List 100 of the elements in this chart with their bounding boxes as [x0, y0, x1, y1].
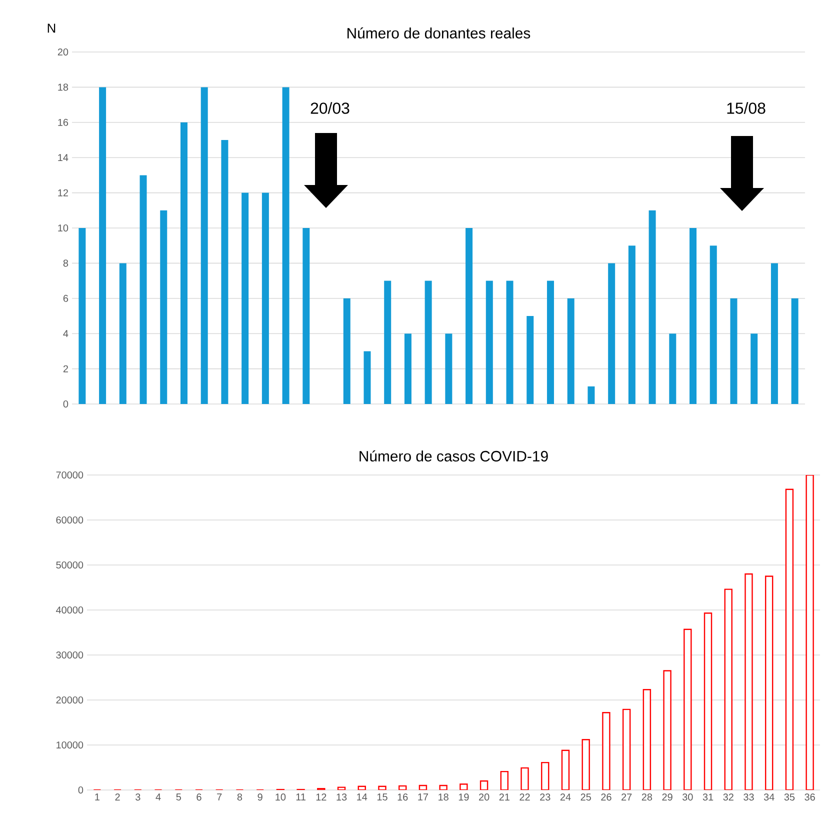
- bar: [690, 228, 697, 404]
- x-tick-label: 25: [580, 794, 591, 801]
- x-tick-label: 26: [601, 794, 612, 801]
- bar: [642, 689, 652, 790]
- y-tick-label: 2: [63, 365, 68, 372]
- bar: [765, 576, 774, 790]
- x-tick-label: 3: [136, 794, 140, 801]
- bar: [180, 122, 188, 404]
- bar: [404, 334, 412, 404]
- x-tick-label: 9: [258, 794, 262, 801]
- bar: [78, 228, 86, 404]
- bar: [608, 263, 616, 404]
- y-tick-label: 18: [58, 84, 68, 91]
- bar: [343, 298, 350, 404]
- bar: [567, 298, 574, 404]
- y-tick-label: 70000: [56, 471, 84, 479]
- bar: [791, 298, 798, 404]
- bar: [439, 784, 448, 790]
- x-tick-label: 2: [115, 794, 120, 800]
- bar: [500, 770, 509, 790]
- bar: [724, 588, 732, 790]
- bar: [200, 87, 208, 404]
- bar: [160, 210, 168, 404]
- bar: [710, 246, 717, 404]
- x-tick-label: 4: [156, 794, 161, 800]
- chart-title: Número de donantes reales: [348, 27, 530, 38]
- x-tick-label: 29: [662, 794, 672, 801]
- x-tick-label: 36: [804, 794, 815, 801]
- bar: [480, 780, 488, 790]
- bar: [358, 786, 366, 790]
- bar: [398, 785, 407, 790]
- x-tick-label: 31: [702, 794, 714, 801]
- bar: [486, 280, 493, 404]
- bar: [785, 488, 794, 790]
- bar: [424, 280, 432, 404]
- bar: [582, 739, 590, 790]
- annotation: 20/03: [310, 102, 350, 114]
- bar: [622, 708, 631, 790]
- x-tick-label: 35: [784, 794, 795, 801]
- bar: [119, 263, 126, 404]
- bar: [460, 784, 468, 790]
- y-tick-label: 0: [63, 400, 68, 408]
- x-tick-label: 27: [622, 794, 632, 800]
- x-tick-label: 5: [176, 794, 181, 800]
- y-tick-label: 16: [58, 118, 68, 126]
- x-tick-label: 6: [196, 794, 202, 801]
- x-tick-label: 1: [95, 794, 100, 800]
- bar: [506, 280, 514, 404]
- bar: [602, 712, 610, 790]
- x-tick-label: 8: [237, 794, 242, 801]
- y-tick-label: 40000: [56, 606, 84, 614]
- x-tick-label: 18: [438, 794, 448, 801]
- x-tick-label: 12: [316, 794, 326, 800]
- y-tick-label: 6: [63, 294, 68, 302]
- y-tick-label: 20000: [56, 696, 84, 704]
- x-tick-label: 10: [276, 794, 286, 801]
- bar: [546, 280, 554, 404]
- bar: [806, 475, 814, 790]
- bar: [526, 316, 534, 404]
- bar: [282, 87, 290, 404]
- bar: [669, 334, 676, 404]
- x-tick-label: 19: [458, 794, 469, 801]
- x-tick-label: 13: [336, 794, 347, 801]
- y-tick-label: 50000: [56, 561, 84, 569]
- y-tick-label: 12: [58, 189, 68, 196]
- bar: [541, 762, 550, 790]
- bar: [744, 573, 753, 790]
- y-tick-label: 10: [58, 224, 68, 232]
- bar: [561, 750, 570, 790]
- x-tick-label: 33: [744, 794, 754, 801]
- x-tick-label: 22: [520, 794, 530, 800]
- x-tick-label: 24: [560, 794, 571, 800]
- x-tick-label: 32: [723, 794, 734, 801]
- bar: [337, 786, 346, 790]
- x-tick-label: 23: [540, 794, 550, 801]
- bar: [520, 767, 529, 790]
- x-tick-label: 16: [398, 794, 408, 801]
- bar: [242, 192, 249, 404]
- x-tick-label: 14: [357, 794, 368, 800]
- bar: [663, 670, 672, 790]
- x-tick-label: 20: [479, 794, 490, 801]
- bar: [302, 228, 310, 404]
- y-tick-label: 30000: [56, 651, 84, 659]
- x-tick-label: 28: [642, 794, 652, 801]
- y-tick-label: 4: [63, 330, 68, 338]
- y-tick-label: 8: [63, 260, 68, 267]
- y-tick-label: 60000: [56, 516, 84, 524]
- y-axis-title: N: [48, 24, 56, 33]
- y-tick-label: 14: [58, 154, 68, 162]
- bar: [750, 334, 758, 404]
- annotation: 15/08: [727, 102, 766, 114]
- x-tick-label: 17: [418, 794, 428, 800]
- y-tick-label: 10000: [56, 741, 84, 749]
- bar: [262, 192, 269, 404]
- bar: [684, 628, 692, 790]
- bar: [588, 386, 595, 404]
- bar: [140, 175, 147, 404]
- bar: [704, 612, 712, 790]
- bar: [628, 246, 636, 404]
- bar: [418, 784, 428, 790]
